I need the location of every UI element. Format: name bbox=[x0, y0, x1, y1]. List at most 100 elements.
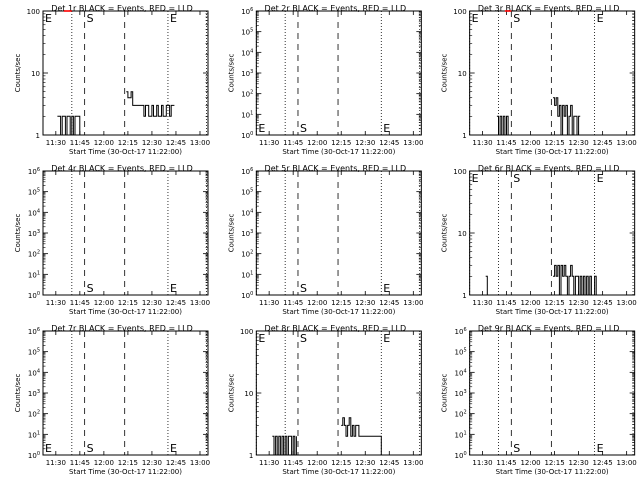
x-tick-label: 12:15 bbox=[118, 299, 138, 307]
x-tick-label: 13:00 bbox=[617, 459, 637, 467]
x-tick-label: 12:30 bbox=[355, 459, 375, 467]
y-tick-label: 102 bbox=[455, 410, 467, 419]
x-axis-label: Start Time (30-Oct-17 11:22:00) bbox=[496, 308, 609, 316]
plot-frame bbox=[42, 170, 209, 296]
y-axis-label: Counts/sec bbox=[441, 54, 449, 93]
x-tick-label: 13:00 bbox=[190, 139, 210, 147]
x-tick-label: 12:45 bbox=[166, 299, 186, 307]
x-tick-label: 13:00 bbox=[190, 299, 210, 307]
x-tick-label: 12:00 bbox=[94, 459, 114, 467]
x-tick-label: 13:00 bbox=[403, 459, 423, 467]
marker-label-end: E bbox=[597, 12, 604, 25]
chart-panel-9: Det 9r BLACK = Events, RED = LLD Counts/s… bbox=[441, 324, 637, 476]
y-axis-label: Counts/sec bbox=[441, 374, 449, 413]
y-axis-label: Counts/sec bbox=[441, 214, 449, 253]
y-tick-label: 101 bbox=[241, 110, 253, 119]
x-tick-label: 11:45 bbox=[70, 299, 90, 307]
y-tick-label: 106 bbox=[241, 167, 253, 176]
x-tick-label: 13:00 bbox=[403, 139, 423, 147]
x-tick-label: 12:15 bbox=[544, 299, 564, 307]
y-tick-label: 104 bbox=[241, 208, 253, 217]
plot-frame bbox=[255, 330, 422, 456]
marker-label-end: E bbox=[45, 442, 52, 455]
y-tick-label: 100 bbox=[28, 451, 40, 460]
x-tick-label: 12:00 bbox=[307, 459, 327, 467]
marker-label-start: S bbox=[87, 282, 94, 295]
x-tick-label: 12:15 bbox=[118, 459, 138, 467]
y-tick-label: 103 bbox=[241, 229, 253, 238]
y-tick-label: 102 bbox=[28, 410, 40, 419]
y-tick-label: 100 bbox=[453, 168, 466, 176]
y-axis-label: Counts/sec bbox=[227, 54, 235, 93]
marker-label-end: E bbox=[597, 172, 604, 185]
chart-panel-1: Det 1r BLACK = Events, RED = LLD Counts/s… bbox=[14, 4, 210, 156]
marker-label-end: E bbox=[170, 282, 177, 295]
x-tick-label: 12:45 bbox=[593, 299, 613, 307]
x-tick-label: 11:30 bbox=[472, 299, 492, 307]
chart-panel-4: Det 4r BLACK = Events, RED = LLD Counts/s… bbox=[14, 164, 210, 316]
y-tick-label: 103 bbox=[455, 389, 467, 398]
y-tick-label: 103 bbox=[241, 69, 253, 78]
series-events-line bbox=[485, 264, 597, 296]
y-tick-label: 10 bbox=[31, 70, 40, 78]
y-tick-label: 105 bbox=[455, 348, 467, 357]
chart-panel-5: Det 5r BLACK = Events, RED = LLD Counts/s… bbox=[227, 164, 423, 316]
x-tick-label: 12:45 bbox=[593, 139, 613, 147]
plot-frame bbox=[255, 170, 422, 296]
x-tick-label: 11:45 bbox=[496, 299, 516, 307]
plot-frame bbox=[469, 330, 636, 456]
y-tick-label: 106 bbox=[28, 327, 40, 336]
x-tick-label: 12:30 bbox=[568, 459, 588, 467]
x-tick-label: 12:45 bbox=[379, 139, 399, 147]
marker-label-end: E bbox=[472, 12, 479, 25]
marker-label-start: S bbox=[300, 332, 307, 345]
y-tick-label: 10 bbox=[244, 390, 253, 398]
x-tick-label: 13:00 bbox=[617, 139, 637, 147]
y-tick-label: 100 bbox=[27, 8, 40, 16]
x-tick-label: 12:00 bbox=[520, 459, 540, 467]
x-tick-label: 11:45 bbox=[496, 139, 516, 147]
marker-label-start: S bbox=[513, 442, 520, 455]
y-tick-label: 103 bbox=[28, 229, 40, 238]
x-tick-label: 12:45 bbox=[379, 299, 399, 307]
chart-title: Det 2r BLACK = Events, RED = LLD bbox=[265, 4, 407, 13]
plot-frame bbox=[469, 170, 636, 296]
series-events-line bbox=[272, 417, 382, 456]
y-tick-label: 104 bbox=[455, 368, 467, 377]
marker-label-end: E bbox=[170, 12, 177, 25]
chart-panel-7: Det 7r BLACK = Events, RED = LLD Counts/s… bbox=[14, 324, 210, 476]
chart-panel-2: Det 2r BLACK = Events, RED = LLD Counts/s… bbox=[227, 4, 423, 156]
x-tick-label: 11:45 bbox=[283, 299, 303, 307]
x-axis-label: Start Time (30-Oct-17 11:22:00) bbox=[282, 308, 395, 316]
x-tick-label: 11:30 bbox=[259, 299, 279, 307]
y-tick-label: 1 bbox=[462, 132, 466, 140]
y-tick-label: 106 bbox=[455, 327, 467, 336]
chart-title: Det 6r BLACK = Events, RED = LLD bbox=[478, 164, 620, 173]
y-tick-label: 10 bbox=[458, 230, 467, 238]
chart-panel-8: Det 8r BLACK = Events, RED = LLD Counts/s… bbox=[227, 324, 423, 476]
y-tick-label: 100 bbox=[241, 291, 253, 300]
marker-label-start: S bbox=[87, 12, 94, 25]
series-events-line bbox=[496, 97, 581, 136]
marker-label-start: S bbox=[87, 442, 94, 455]
x-tick-label: 12:30 bbox=[142, 459, 162, 467]
marker-label-end: E bbox=[383, 282, 390, 295]
x-tick-label: 12:00 bbox=[520, 139, 540, 147]
y-tick-label: 100 bbox=[455, 451, 467, 460]
y-tick-label: 102 bbox=[241, 250, 253, 259]
y-tick-label: 106 bbox=[28, 167, 40, 176]
x-axis-label: Start Time (30-Oct-17 11:22:00) bbox=[496, 148, 609, 156]
x-tick-label: 12:30 bbox=[142, 299, 162, 307]
x-tick-label: 11:30 bbox=[472, 459, 492, 467]
plot-frame bbox=[469, 10, 636, 136]
x-tick-label: 13:00 bbox=[403, 299, 423, 307]
y-tick-label: 100 bbox=[28, 291, 40, 300]
x-tick-label: 12:45 bbox=[593, 459, 613, 467]
y-tick-label: 106 bbox=[241, 7, 253, 16]
marker-label-end: E bbox=[258, 332, 265, 345]
chart-panel-3: Det 3r BLACK = Events, RED = LLD Counts/s… bbox=[441, 4, 637, 156]
y-tick-label: 100 bbox=[241, 131, 253, 140]
y-tick-label: 100 bbox=[240, 328, 253, 336]
y-tick-label: 102 bbox=[241, 90, 253, 99]
